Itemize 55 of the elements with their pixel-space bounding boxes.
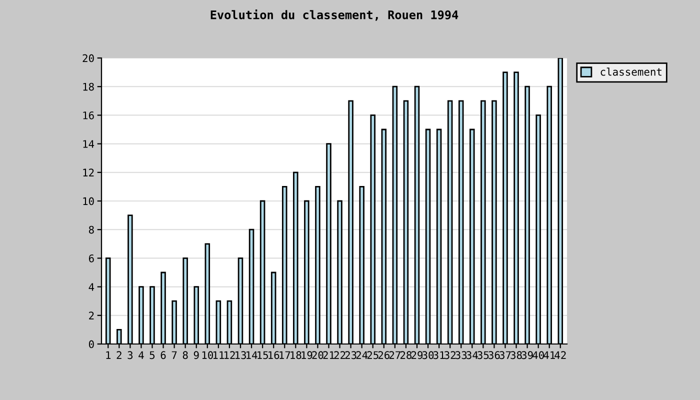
x-tick-label: 7	[172, 351, 177, 359]
y-tick-label: 20	[82, 54, 94, 62]
x-tick-label: 40	[532, 351, 544, 360]
legend-label: classement	[600, 68, 662, 76]
x-tick-label: 4	[138, 351, 144, 359]
x-tick-label: 38	[510, 351, 522, 360]
x-tick-label: 5	[150, 351, 155, 360]
x-tick-label: 26	[378, 351, 390, 360]
y-tick-label: 12	[83, 168, 94, 176]
y-tick-label: 4	[88, 283, 94, 291]
x-tick-label: 19	[302, 351, 312, 360]
x-tick-label: 20	[312, 351, 324, 360]
x-tick-label: 32	[444, 351, 456, 360]
y-tick-label: 6	[88, 254, 94, 262]
x-tick-label: 9	[194, 351, 199, 360]
y-tick-label: 14	[83, 140, 94, 148]
y-tick-label: 2	[89, 312, 94, 320]
x-tick-label: 30	[422, 351, 434, 360]
x-tick-label: 42	[554, 351, 566, 359]
x-tick-label: 11	[213, 351, 224, 359]
x-tick-label: 3	[128, 351, 133, 360]
y-tick-label: 18	[83, 82, 94, 91]
y-tick-label: 8	[88, 226, 94, 234]
x-tick-label: 31	[433, 351, 445, 360]
x-tick-label: 36	[488, 351, 500, 360]
x-tick-label: 8	[182, 351, 188, 360]
x-tick-label: 2	[116, 351, 122, 359]
x-tick-label: 1	[106, 351, 111, 359]
x-tick-label: 24	[356, 351, 368, 359]
x-tick-label: 6	[160, 351, 166, 360]
x-tick-label: 22	[334, 351, 346, 359]
x-tick-label: 28	[400, 351, 412, 360]
x-tick-label: 13	[235, 351, 246, 360]
y-tick-label: 16	[83, 111, 94, 120]
x-tick-label: 27	[389, 351, 400, 359]
x-tick-label: 33	[456, 351, 467, 360]
x-tick-label: 39	[522, 351, 533, 360]
x-tick-label: 16	[268, 351, 280, 360]
y-tick-label: 0	[88, 340, 94, 348]
x-tick-label: 29	[411, 351, 423, 360]
chart-title: Evolution du classement, Rouen 1994	[210, 10, 458, 21]
x-tick-label: 14	[246, 351, 258, 359]
x-tick-label: 25	[367, 351, 378, 360]
x-tick-label: 18	[290, 351, 302, 360]
y-tick-label: 10	[83, 197, 94, 206]
x-tick-label: 21	[323, 351, 334, 359]
x-tick-label: 17	[280, 351, 290, 359]
x-tick-label: 41	[544, 351, 555, 359]
x-tick-label: 10	[202, 351, 213, 360]
x-tick-label: 23	[345, 351, 356, 360]
x-tick-label: 15	[258, 351, 268, 360]
x-tick-label: 37	[500, 351, 511, 360]
x-tick-label: 34	[466, 351, 478, 360]
x-tick-label: 12	[224, 351, 235, 359]
x-tick-label: 35	[478, 351, 489, 360]
